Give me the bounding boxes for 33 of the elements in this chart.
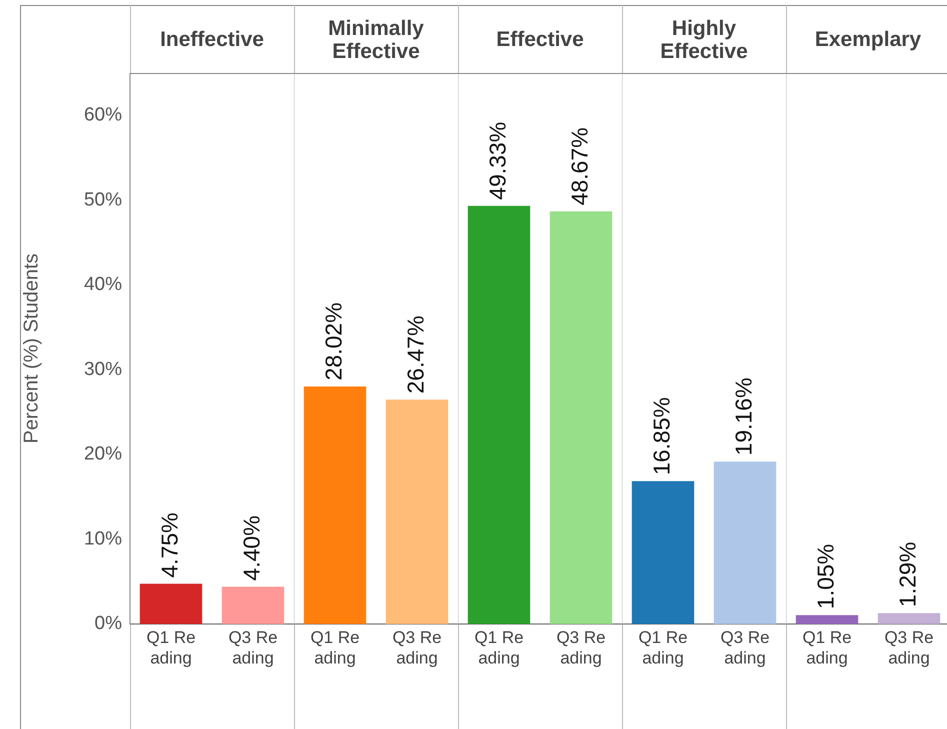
chart-title: Highly Effective [659,16,749,65]
data-label: 19.16% [730,378,756,456]
x-tick-label: Q1 Reading [802,628,852,668]
x-tick-label: Q1 Reading [310,628,360,668]
data-label: 16.85% [648,397,674,476]
y-tick-label: 10% [84,528,122,550]
chart-title: Effective [495,27,585,54]
data-label: 1.29% [894,542,920,608]
data-label: 1.05% [812,544,838,610]
x-tick-label: Q1 Reading [638,628,688,668]
data-label: 4.40% [238,515,264,581]
chart-title: Ineffective [159,27,265,54]
data-label: 48.67% [566,127,592,206]
data-label: 49.33% [484,122,510,200]
y-tick-label: 20% [84,444,122,465]
x-tick-label: Q1 Reading [146,628,196,668]
data-label: 28.02% [320,302,346,380]
x-tick-label: Q3 Reading [228,628,278,668]
chart-title: Exemplary [814,27,922,54]
data-label: 4.75% [156,512,182,578]
y-axis-title: Percent (%) Students [20,253,43,444]
x-tick-label: Q1 Reading [474,628,524,668]
y-tick-label: 30% [84,358,122,380]
y-tick-label: 40% [84,274,122,296]
chart-title: Minimally Effective [327,16,425,65]
data-label: 26.47% [402,316,428,394]
y-tick-label: 0% [94,613,122,634]
x-tick-label: Q3 Reading [392,628,442,668]
x-tick-label: Q3 Reading [720,628,770,668]
y-tick-label: 60% [84,104,122,126]
y-tick-label: 50% [84,189,122,210]
x-tick-label: Q3 Reading [556,628,606,668]
x-tick-label: Q3 Reading [884,628,934,668]
